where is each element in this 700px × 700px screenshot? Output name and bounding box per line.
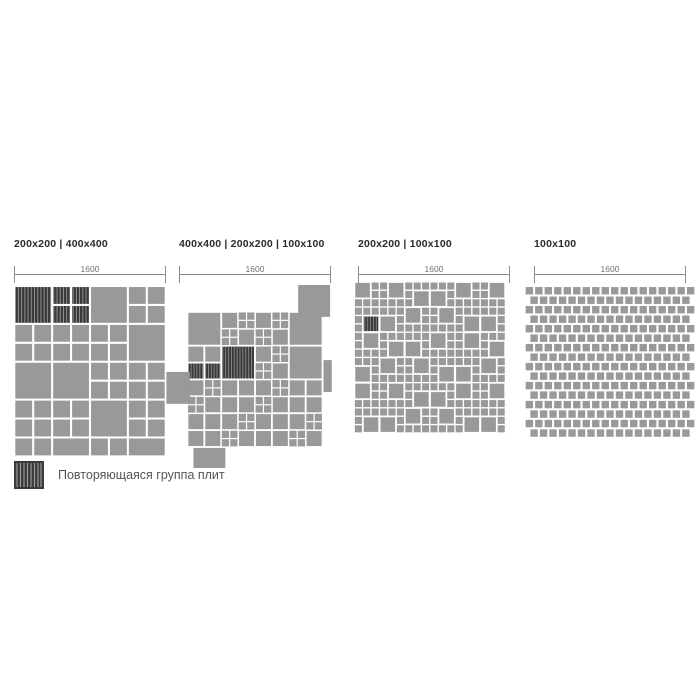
- dimension-tick-left: [14, 266, 15, 283]
- dimension-label: 1600: [596, 264, 624, 274]
- dimension-line: [534, 274, 686, 275]
- dimension-line: [14, 274, 166, 275]
- dimension-label: 1600: [76, 264, 104, 274]
- repeating-group-swatch-icon: [14, 461, 44, 489]
- dimension-tick-right: [509, 266, 510, 283]
- dimension-line: [179, 274, 331, 275]
- panel-4-canvas: [525, 286, 695, 437]
- panel-3-title: 200x200 | 100x100: [358, 238, 452, 250]
- panel-4-title: 100x100: [534, 238, 577, 250]
- dimension-tick-left: [534, 266, 535, 283]
- dimension-line: [358, 274, 510, 275]
- dimension-tick-right: [165, 266, 166, 283]
- dimension-tick-right: [330, 266, 331, 283]
- dimension-tick-right: [685, 266, 686, 283]
- panel-1-canvas: [14, 286, 166, 456]
- panel-1-title: 200x200 | 400x400: [14, 238, 108, 250]
- dimension-tick-left: [358, 266, 359, 283]
- dimension-tick-left: [179, 266, 180, 283]
- dimension-label: 1600: [420, 264, 448, 274]
- dimension-label: 1600: [241, 264, 269, 274]
- panel-2-title: 400x400 | 200x200 | 100x100: [179, 238, 325, 250]
- panel-2-canvas: [166, 284, 332, 469]
- legend: Повторяющаяся группа плит: [14, 461, 225, 489]
- legend-label: Повторяющаяся группа плит: [58, 468, 225, 482]
- panel-3-canvas: [354, 282, 510, 454]
